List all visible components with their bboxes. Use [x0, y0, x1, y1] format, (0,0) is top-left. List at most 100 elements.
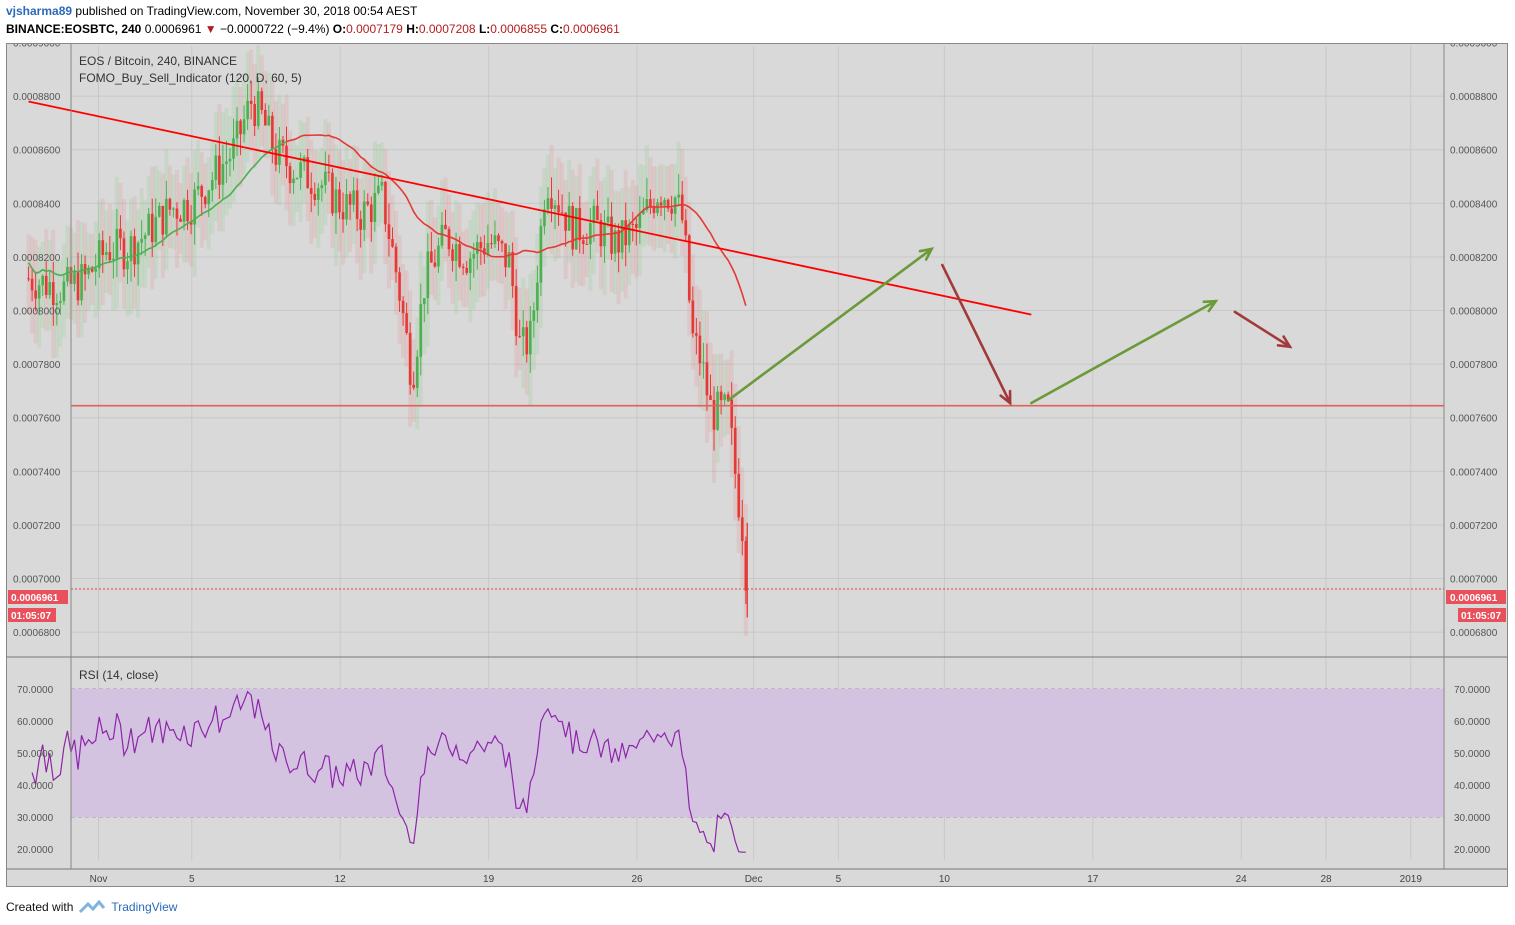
candle-body	[744, 540, 748, 591]
price-tick-right: 0.0008400	[1450, 199, 1498, 210]
change-down-icon: ▼	[204, 22, 217, 36]
candle-body	[493, 235, 497, 244]
candle-body	[447, 229, 451, 250]
candle-body	[479, 242, 483, 249]
candle-body	[638, 214, 642, 228]
price-tick-right: 0.0007000	[1450, 575, 1498, 586]
candle-body	[631, 223, 635, 225]
candle-body	[677, 194, 680, 198]
candle-body	[320, 185, 324, 189]
candle-body	[126, 261, 129, 270]
candle-body	[274, 149, 278, 165]
candle-body	[200, 186, 203, 197]
close-value: 0.0006961	[563, 22, 620, 36]
candle-body	[55, 303, 59, 306]
tradingview-logo-icon[interactable]	[79, 900, 106, 914]
candle-body	[518, 336, 521, 338]
published-text: published on TradingView.com, November 3…	[75, 4, 418, 18]
rsi-tick-right: 60.0000	[1454, 717, 1491, 728]
candle-body	[521, 327, 525, 337]
candle-body	[112, 258, 115, 261]
candle-body	[666, 199, 670, 209]
price-tick-right: 0.0007800	[1450, 360, 1498, 371]
candle-body	[80, 264, 83, 301]
candle-body	[726, 394, 730, 400]
last-price-label-left: 0.0006961	[11, 593, 59, 604]
candle-body	[186, 199, 189, 222]
price-tick-left: 0.0006800	[13, 628, 61, 639]
time-tick: 5	[836, 874, 842, 885]
candle-body	[391, 239, 394, 247]
candle-body	[338, 189, 341, 213]
candle-body	[331, 172, 334, 214]
candle-body	[433, 262, 437, 267]
rsi-tick-right: 50.0000	[1454, 749, 1491, 760]
candle-body	[189, 221, 193, 225]
price-tick-right: 0.0006800	[1450, 628, 1498, 639]
candle-body	[119, 228, 122, 239]
time-tick: 24	[1236, 874, 1248, 885]
candle-body	[528, 320, 532, 355]
candle-body	[606, 216, 610, 223]
candle-body	[415, 356, 419, 388]
candle-body	[461, 266, 465, 268]
rsi-tick-left: 60.0000	[17, 717, 54, 728]
price-tick-left: 0.0008800	[13, 92, 61, 103]
candle-body	[168, 198, 172, 210]
rsi-tick-left: 20.0000	[17, 845, 54, 856]
candle-body	[398, 272, 401, 301]
last-price: 0.0006961	[144, 22, 202, 36]
candle-body	[486, 243, 490, 255]
candle-body	[511, 251, 514, 287]
time-tick: 17	[1087, 874, 1099, 885]
candle-body	[263, 110, 267, 126]
price-tick-left: 0.0008200	[13, 253, 61, 264]
candle-body	[214, 155, 218, 181]
candle-body	[408, 332, 412, 385]
green-projection-arrow	[1030, 299, 1218, 405]
candle-body	[51, 282, 55, 306]
candle-body	[712, 399, 716, 430]
candle-body	[543, 209, 546, 227]
candle-body	[62, 281, 66, 302]
candle-body	[380, 181, 384, 186]
price-tick-left: 0.0008600	[13, 146, 61, 157]
author-link[interactable]: vjsharma89	[6, 4, 73, 18]
candle-body	[401, 300, 405, 314]
candle-body	[161, 205, 165, 235]
candle-body	[627, 223, 631, 246]
candle-body	[90, 267, 94, 272]
rsi-tick-left: 30.0000	[17, 813, 54, 824]
candle-body	[87, 267, 90, 275]
price-tick-right: 0.0008000	[1450, 307, 1498, 318]
candle-body	[504, 243, 507, 268]
price-tick-left: 0.0007400	[13, 467, 61, 478]
candle-body	[426, 251, 430, 299]
countdown-tag-right	[1458, 608, 1506, 622]
candle-body	[649, 199, 652, 207]
tradingview-brand-link[interactable]: TradingView	[111, 900, 178, 914]
candle-body	[465, 267, 468, 273]
candle-body	[550, 198, 553, 209]
candle-body	[695, 333, 698, 336]
candle-body	[366, 201, 370, 205]
last-price-tag-right	[1446, 590, 1506, 604]
candle-body	[278, 139, 281, 165]
candle-body	[359, 218, 362, 230]
trendline	[28, 100, 1032, 316]
chart-canvas[interactable]: 0.0009000 0.0009000 0.0008800 0.0008800 0.00…	[7, 39, 1507, 886]
time-tick: 26	[631, 874, 643, 885]
time-tick: Dec	[745, 874, 763, 885]
candle-body	[256, 91, 260, 127]
last-price-tag-left	[8, 590, 68, 604]
candle-body	[73, 272, 76, 284]
candle-body	[472, 253, 476, 259]
candle-body	[129, 236, 133, 262]
candle-body	[709, 395, 712, 400]
candle-body	[652, 206, 656, 214]
chart-frame[interactable]: 0.0009000 0.0009000 0.0008800 0.0008800 0.00…	[6, 39, 1508, 887]
arrow-head	[1276, 335, 1293, 349]
candle-body	[468, 258, 472, 273]
candle-body	[352, 190, 355, 205]
candle-body	[451, 249, 454, 261]
